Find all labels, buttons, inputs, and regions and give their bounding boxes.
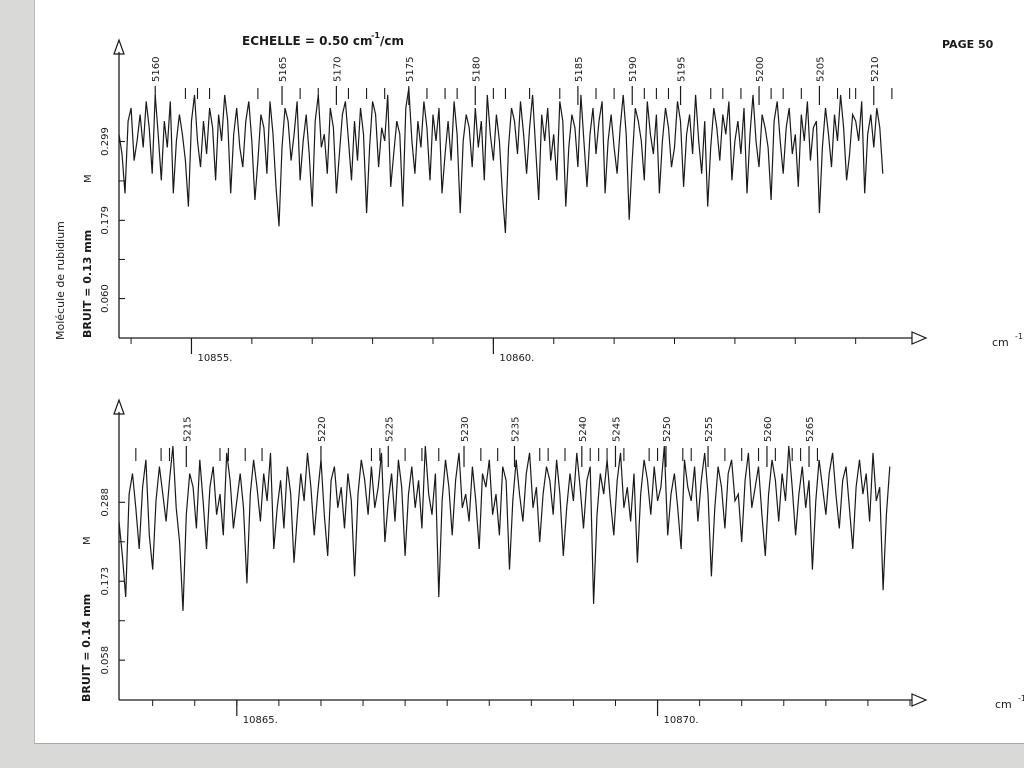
line-id-label: 5185 [574, 57, 585, 82]
spectrum-panel-1: 10855. 10860. 0.299 0.179 0.060 5160 5165 5170… [81, 38, 1023, 364]
line-id-label: 5220 [317, 417, 328, 442]
line-id-label: 5200 [755, 57, 766, 82]
line-id-label: 5250 [662, 417, 673, 442]
x-tick-label: 10870. [664, 715, 699, 726]
scale-unit: /cm [380, 34, 404, 48]
line-id-label: 5265 [805, 417, 816, 442]
x-unit-exponent: -1 [1015, 332, 1023, 341]
noise-label: BRUIT = 0.13 mm [81, 230, 94, 338]
line-id-label: 5255 [704, 417, 715, 442]
y-tick-label: 0.173 [100, 567, 111, 596]
axes: 10865. 10870. 0.288 0.173 0.058 [100, 398, 928, 726]
x-unit-exponent: -1 [1018, 694, 1024, 703]
line-id-label: 5215 [182, 417, 193, 442]
line-identifications: 5160 5165 5170 5175 5180 5185 5190 5195 5200 5205… [151, 57, 893, 105]
x-unit-label: cm [995, 698, 1012, 711]
x-tick-label: 10865. [243, 715, 278, 726]
spectrum-panel-2: 10865. 10870. 0.288 0.173 0.058 5215 5220 5225… [80, 398, 1024, 726]
line-id-label: 5245 [611, 417, 622, 442]
scale-label: ECHELLE = 0.50 cm [242, 34, 373, 48]
line-id-label: 5205 [815, 57, 826, 82]
line-id-label: 5260 [763, 417, 774, 442]
y-tick-label: 0.179 [100, 206, 111, 235]
line-id-label: 5210 [870, 57, 881, 82]
x-axis-arrow [911, 331, 928, 345]
noise-label: BRUIT = 0.14 mm [80, 594, 93, 702]
scale-exponent: -1 [371, 31, 380, 40]
y-marker: M [83, 174, 94, 183]
line-id-label: 5160 [151, 57, 162, 82]
spectrum-trace [118, 445, 891, 611]
x-axis-arrow [911, 693, 928, 707]
y-axis-arrow [113, 38, 125, 55]
line-id-label: 5170 [332, 57, 343, 82]
chart-sheet: ECHELLE = 0.50 cm -1 /cm PAGE 50 Molécul… [34, 0, 1024, 744]
line-id-label: 5180 [471, 57, 482, 82]
x-tick-label: 10860. [499, 353, 534, 364]
page-number: PAGE 50 [942, 38, 994, 51]
spectrum-trace [118, 88, 884, 233]
y-tick-label: 0.299 [100, 127, 111, 156]
y-tick-label: 0.288 [100, 488, 111, 517]
y-marker: M [82, 536, 93, 545]
line-id-label: 5235 [511, 417, 522, 442]
line-id-label: 5190 [628, 57, 639, 82]
y-axis-arrow [113, 398, 125, 415]
x-unit-label: cm [992, 336, 1009, 349]
line-id-label: 5195 [677, 57, 688, 82]
spectrum-figure: ECHELLE = 0.50 cm -1 /cm PAGE 50 Molécul… [54, 31, 1024, 726]
line-id-label: 5175 [405, 57, 416, 82]
line-id-label: 5225 [384, 417, 395, 442]
x-tick-label: 10855. [197, 353, 232, 364]
axes: 10855. 10860. 0.299 0.179 0.060 [100, 38, 928, 364]
y-tick-label: 0.060 [100, 284, 111, 313]
y-tick-label: 0.058 [100, 646, 111, 675]
line-id-label: 5230 [460, 417, 471, 442]
line-id-label: 5165 [278, 57, 289, 82]
molecule-label: Molécule de rubidium [54, 221, 67, 340]
line-id-label: 5240 [578, 417, 589, 442]
line-identifications: 5215 5220 5225 5230 5235 5240 5245 5250 5255 5260… [135, 417, 818, 467]
